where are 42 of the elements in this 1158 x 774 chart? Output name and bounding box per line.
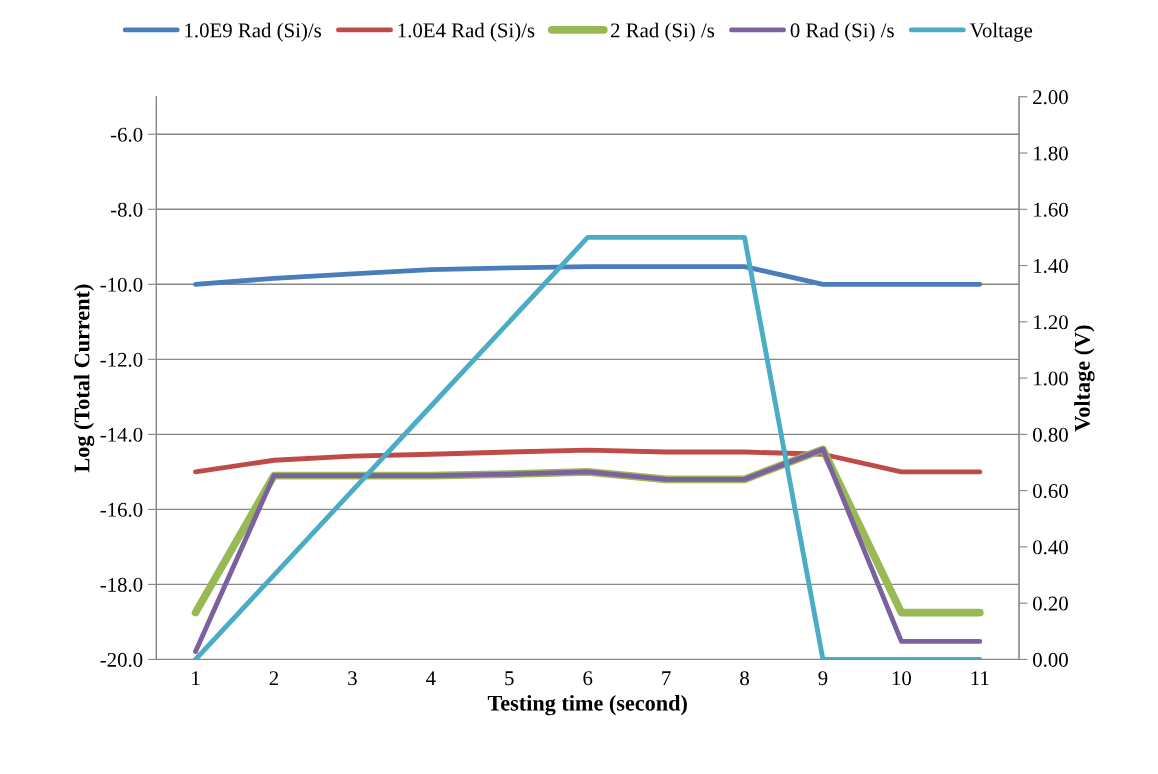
legend-label: 1.0E4 Rad (Si)/s: [398, 22, 535, 42]
y2-tick-label: 0.40: [1033, 540, 1068, 555]
y-tick-label: -6.0: [110, 127, 143, 142]
y-tick-label: -16.0: [100, 502, 143, 517]
x-tick-label: 7: [662, 671, 671, 686]
x-tick-label: 6: [583, 671, 593, 686]
y2-tick-label: 1.20: [1034, 315, 1068, 330]
y2-axis-title: Voltage (V): [1074, 325, 1095, 432]
y-tick-label: -18.0: [100, 577, 143, 592]
y-tick-label: -20.0: [100, 652, 143, 667]
legend-label: 0 Rad (Si) /s: [790, 22, 894, 42]
x-tick-label: 2: [269, 671, 279, 686]
x-tick-label: 5: [505, 671, 514, 686]
y2-tick-label: 0.60: [1033, 484, 1068, 499]
x-tick-label: 8: [740, 671, 749, 686]
x-tick-label: 3: [348, 671, 357, 686]
legend-label: Voltage: [969, 22, 1033, 42]
y2-tick-label: 0.80: [1033, 427, 1068, 442]
x-tick-label: 10: [892, 671, 912, 686]
legend-label: 2 Rad (Si) /s: [611, 22, 715, 42]
line-series: [193, 264, 983, 287]
y-axis-title: Log (Total Current): [73, 284, 95, 473]
y-tick-label: -14.0: [100, 427, 143, 442]
y-tick-label: -8.0: [110, 202, 143, 217]
y2-tick-label: 0.20: [1033, 596, 1068, 611]
y-tick-label: -10.0: [100, 277, 143, 292]
x-tick-label: 4: [426, 671, 436, 686]
y2-tick-label: 1.80: [1034, 146, 1068, 161]
line-series: [193, 446, 983, 654]
y2-tick-label: 1.00: [1034, 371, 1068, 386]
x-tick-label: 1: [192, 671, 200, 686]
x-axis-title: Testing time (second): [487, 695, 687, 716]
y2-tick-label: 1.60: [1034, 202, 1068, 217]
line-series: [193, 234, 983, 660]
x-tick-label: 9: [818, 671, 828, 686]
y2-tick-label: 2.00: [1033, 90, 1068, 105]
y2-tick-label: 1.40: [1034, 258, 1068, 274]
legend-label: 1.0E9 Rad (Si)/s: [185, 22, 322, 42]
y2-tick-label: 0.00: [1033, 652, 1068, 667]
line-series: [193, 447, 983, 475]
x-tick-label: 11: [971, 671, 989, 686]
y-tick-label: -12.0: [100, 352, 143, 367]
